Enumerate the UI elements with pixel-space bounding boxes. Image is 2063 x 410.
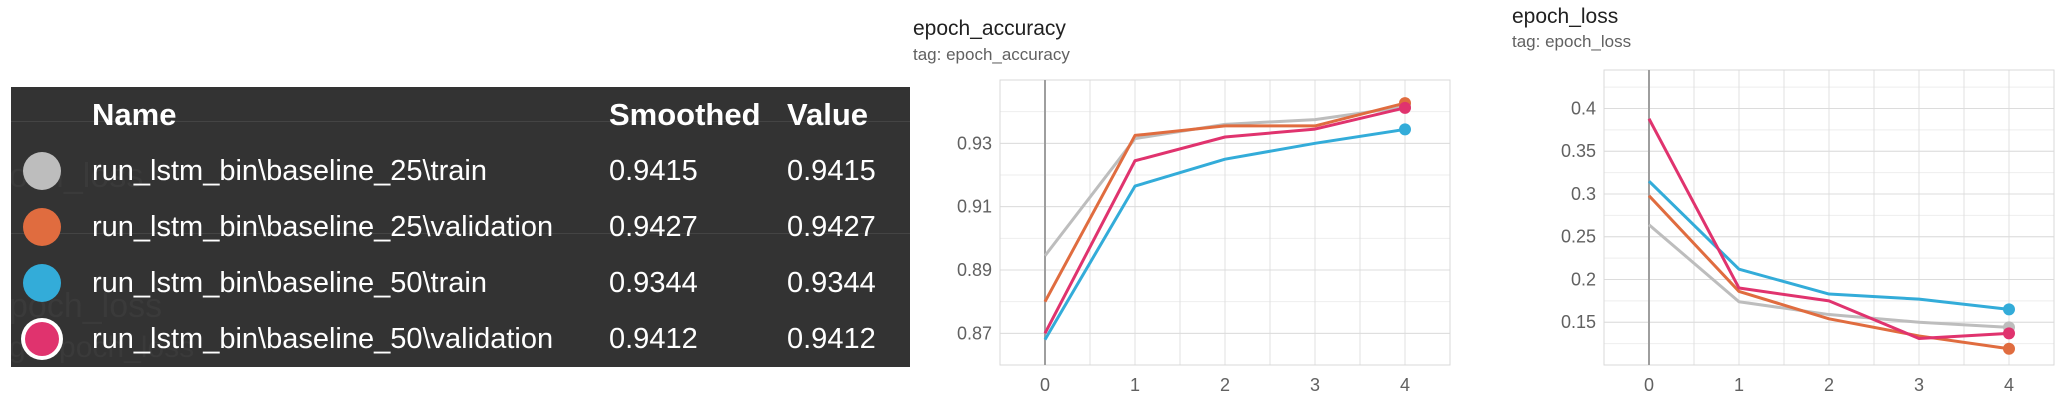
y-tick-label: 0.25 bbox=[1561, 227, 1596, 247]
x-tick-label: 4 bbox=[1400, 375, 1410, 395]
row-smoothed: 0.9344 bbox=[609, 267, 698, 299]
x-tick-label: 3 bbox=[1914, 375, 1924, 395]
row-name: run_lstm_bin\baseline_25\train bbox=[92, 155, 487, 187]
series-endpoint-2 bbox=[2003, 303, 2015, 316]
x-tick-label: 0 bbox=[1644, 375, 1654, 395]
x-tick-label: 2 bbox=[1824, 375, 1834, 395]
y-tick-label: 0.4 bbox=[1571, 98, 1596, 118]
header-value: Value bbox=[787, 97, 868, 132]
chart-loss: 0.15 0.2 0.25 0.3 0.35 0.4 0 1 2 3 4 bbox=[1561, 69, 2055, 395]
row-value: 0.9427 bbox=[787, 211, 876, 243]
tooltip-panel: och_loss poch_loss g: epoch_loss Name Sm… bbox=[11, 87, 910, 367]
series-line-0 bbox=[1648, 223, 2010, 329]
plot-frame bbox=[999, 79, 1451, 366]
y-tick-label: 0.35 bbox=[1561, 141, 1596, 161]
y-tick-label: 0.15 bbox=[1561, 312, 1596, 332]
series-endpoint-1 bbox=[2003, 342, 2015, 355]
row-value: 0.9415 bbox=[787, 155, 876, 187]
row-name: run_lstm_bin\baseline_50\train bbox=[92, 267, 487, 299]
series-line-2 bbox=[1647, 180, 2010, 311]
header-name: Name bbox=[92, 97, 177, 132]
y-tick-label: 0.89 bbox=[957, 260, 992, 280]
y-tick-label: 0.93 bbox=[957, 133, 992, 153]
x-tick-label: 1 bbox=[1734, 375, 1744, 395]
series-line-3 bbox=[1647, 118, 2010, 340]
series-line-3 bbox=[1043, 106, 1406, 335]
row-smoothed: 0.9427 bbox=[609, 211, 698, 243]
chart-title-loss: epoch_loss bbox=[1512, 5, 1619, 28]
series-color-dot bbox=[23, 264, 61, 302]
header-smoothed: Smoothed bbox=[609, 97, 761, 132]
x-tick-label: 3 bbox=[1310, 375, 1320, 395]
chart-accuracy: 0.87 0.89 0.91 0.93 0 1 2 3 4 bbox=[957, 79, 1451, 395]
chart-subtitle-loss: tag: epoch_loss bbox=[1512, 32, 1632, 51]
series-endpoint-3 bbox=[2003, 327, 2015, 340]
series-line-2 bbox=[1043, 127, 1406, 341]
y-tick-label: 0.2 bbox=[1571, 269, 1596, 289]
series-color-dot bbox=[25, 322, 59, 356]
tooltip-row: run_lstm_bin\baseline_25\train 0.9415 0.… bbox=[11, 143, 910, 199]
y-tick-label: 0.91 bbox=[957, 197, 992, 217]
row-smoothed: 0.9415 bbox=[609, 155, 698, 187]
series-line-1 bbox=[1043, 101, 1406, 303]
series-color-dot bbox=[23, 152, 61, 190]
row-name: run_lstm_bin\baseline_25\validation bbox=[92, 211, 554, 243]
tooltip-row: run_lstm_bin\baseline_25\validation 0.94… bbox=[11, 199, 910, 255]
header-rule bbox=[11, 121, 910, 122]
row-rule bbox=[11, 233, 910, 234]
series-endpoint-2 bbox=[1399, 123, 1411, 136]
tooltip-row: run_lstm_bin\baseline_50\train 0.9344 0.… bbox=[11, 255, 910, 311]
series-line-1 bbox=[1647, 194, 2010, 351]
row-name: run_lstm_bin\baseline_50\validation bbox=[92, 323, 554, 355]
tooltip-header-row: Name Smoothed Value bbox=[11, 87, 910, 143]
x-tick-label: 0 bbox=[1040, 375, 1050, 395]
series-endpoint-3 bbox=[1399, 101, 1411, 114]
series-line-0 bbox=[1043, 105, 1406, 257]
series-color-dot bbox=[23, 208, 61, 246]
plot-frame bbox=[1603, 69, 2055, 366]
y-tick-label: 0.3 bbox=[1571, 184, 1596, 204]
row-value: 0.9344 bbox=[787, 267, 876, 299]
x-tick-label: 4 bbox=[2004, 375, 2014, 395]
chart-subtitle-accuracy: tag: epoch_accuracy bbox=[913, 45, 1070, 64]
y-tick-label: 0.87 bbox=[957, 323, 992, 343]
x-tick-label: 1 bbox=[1130, 375, 1140, 395]
row-smoothed: 0.9412 bbox=[609, 323, 698, 355]
chart-title-accuracy: epoch_accuracy bbox=[913, 17, 1066, 40]
x-tick-label: 2 bbox=[1220, 375, 1230, 395]
row-value: 0.9412 bbox=[787, 323, 876, 355]
tooltip-row-selected: run_lstm_bin\baseline_50\validation 0.94… bbox=[11, 311, 910, 367]
